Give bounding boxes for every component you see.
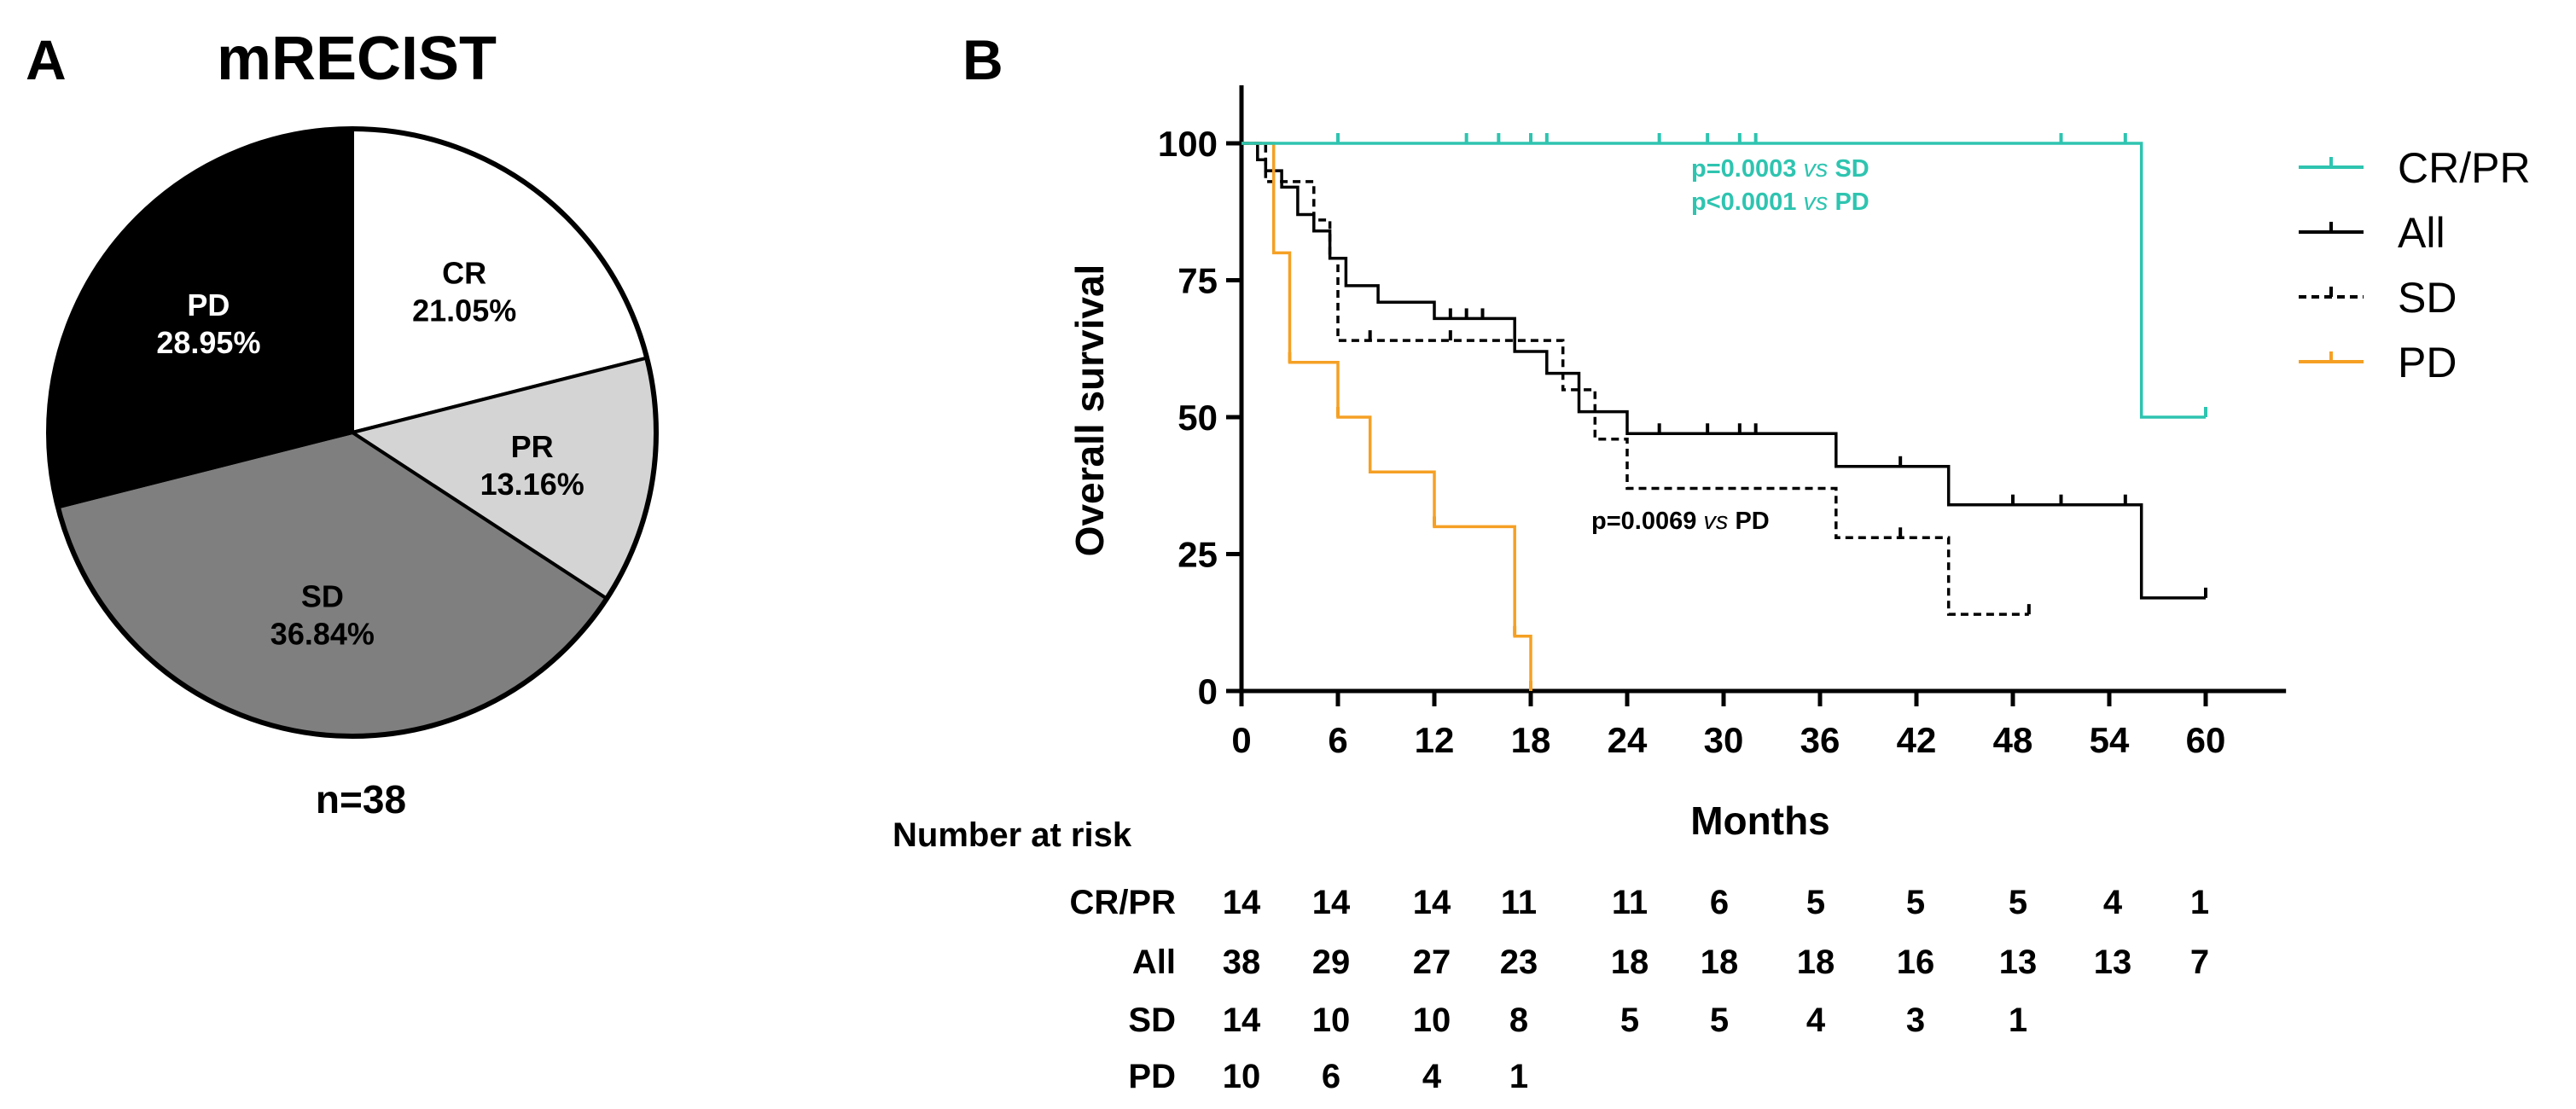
y-tick-label: 0: [1198, 671, 1218, 711]
p-value-annotations: p=0.0003 vs SD p<0.0001 vs PD p=0.0069 vs …: [1591, 155, 1869, 535]
risk-cell-cr-pr: 14: [1223, 884, 1261, 921]
risk-cell-cr-pr: 14: [1413, 884, 1451, 921]
y-tick-label: 75: [1178, 261, 1218, 301]
risk-cell-cr-pr: 11: [1501, 884, 1537, 921]
pie-label-cr-name: CR: [442, 255, 486, 290]
risk-cell-cr-pr: 5: [2009, 884, 2027, 921]
risk-cell-all: 23: [1500, 944, 1538, 981]
risk-cell-all: 13: [2094, 944, 2132, 981]
pie-outline: [46, 126, 659, 739]
pie-label-cr-value: 21.05%: [412, 293, 516, 328]
x-tick-label: 36: [1800, 720, 1840, 760]
risk-cell-cr-pr: 11: [1612, 884, 1648, 921]
pie-label-sd-name: SD: [301, 579, 344, 614]
series-line-pd: [1241, 142, 1532, 691]
risk-cell-sd: 8: [1509, 1002, 1528, 1039]
panel-a-letter: A: [26, 28, 67, 91]
risk-cell-all: 18: [1701, 944, 1739, 981]
risk-cell-cr-pr: 1: [2190, 884, 2209, 921]
series-line-sd: [1241, 142, 2029, 616]
p-value-annotation: p=0.0069 vs PD: [1591, 508, 1770, 535]
risk-cell-all: 13: [1999, 944, 2038, 981]
x-axis-title: Months: [1690, 798, 1830, 843]
risk-cell-sd: 14: [1223, 1002, 1261, 1039]
x-tick-label: 42: [1897, 720, 1937, 760]
panel-b-letter: B: [962, 28, 1003, 91]
series-line-all: [1241, 142, 2206, 600]
pie-n-label: n=38: [316, 777, 406, 822]
y-tick-label: 100: [1158, 124, 1218, 164]
pie-label-pd-name: PD: [187, 287, 230, 322]
x-tick-label: 60: [2186, 720, 2226, 760]
x-tick-label: 48: [1993, 720, 2033, 760]
risk-cell-all: 29: [1312, 944, 1351, 981]
p-value-annotation: p<0.0001 vs PD: [1691, 189, 1869, 216]
pie-label-pr-name: PR: [511, 429, 554, 464]
p-value-annotation: p=0.0003 vs SD: [1691, 155, 1869, 183]
series-line-cr-pr: [1241, 142, 2206, 419]
x-tick-label: 30: [1704, 720, 1744, 760]
x-tick-label: 24: [1608, 720, 1648, 760]
risk-cell-pd: 4: [1422, 1058, 1442, 1095]
risk-cell-pd: 6: [1322, 1058, 1340, 1095]
y-axis-title: Overall survival: [1067, 264, 1112, 557]
risk-row-label-cr-pr: CR/PR: [1070, 884, 1177, 921]
risk-cell-sd: 5: [1620, 1002, 1639, 1039]
risk-row-label-pd: PD: [1128, 1058, 1176, 1095]
risk-row-label-sd: SD: [1128, 1002, 1176, 1039]
risk-cell-all: 18: [1797, 944, 1835, 981]
legend-label-cr-pr: CR/PR: [2398, 144, 2531, 192]
risk-cell-sd: 5: [1710, 1002, 1729, 1039]
risk-cell-cr-pr: 14: [1312, 884, 1351, 921]
y-tick-label: 50: [1178, 398, 1218, 438]
risk-cell-all: 27: [1413, 944, 1451, 981]
risk-cell-cr-pr: 5: [1806, 884, 1825, 921]
risk-cell-all: 38: [1223, 944, 1261, 981]
pie-label-pr-value: 13.16%: [480, 467, 584, 502]
legend-label-pd: PD: [2398, 339, 2457, 386]
risk-cell-cr-pr: 4: [2103, 884, 2123, 921]
legend: CR/PR All SD PD: [2299, 144, 2531, 386]
risk-cell-sd: 10: [1312, 1002, 1351, 1039]
risk-cell-sd: 1: [2009, 1002, 2027, 1039]
x-tick-label: 0: [1231, 720, 1251, 760]
risk-cell-sd: 3: [1906, 1002, 1925, 1039]
risk-cell-pd: 1: [1509, 1058, 1528, 1095]
km-plot: 0 25 50 75 100 0 6 12 18 24 30 36 42 48 54 60: [1158, 85, 2287, 760]
x-tick-label: 6: [1328, 720, 1347, 760]
risk-table-title: Number at risk: [893, 816, 1132, 854]
risk-cell-all: 18: [1611, 944, 1649, 981]
risk-row-label-all: All: [1132, 944, 1176, 981]
x-tick-label: 54: [2090, 720, 2130, 760]
risk-cell-all: 7: [2190, 944, 2209, 981]
risk-cell-sd: 4: [1806, 1002, 1826, 1039]
risk-cell-all: 16: [1897, 944, 1935, 981]
x-tick-label: 18: [1511, 720, 1551, 760]
risk-cell-sd: 10: [1413, 1002, 1451, 1039]
legend-label-sd: SD: [2398, 274, 2457, 322]
pie-label-pd-value: 28.95%: [156, 325, 260, 360]
x-tick-label: 12: [1415, 720, 1455, 760]
risk-cell-pd: 10: [1223, 1058, 1261, 1095]
pie-label-sd-value: 36.84%: [270, 617, 375, 652]
risk-cell-cr-pr: 5: [1906, 884, 1925, 921]
legend-label-all: All: [2398, 209, 2445, 257]
y-tick-label: 25: [1178, 535, 1218, 575]
pie-title: mRECIST: [217, 25, 497, 93]
risk-cell-cr-pr: 6: [1710, 884, 1729, 921]
